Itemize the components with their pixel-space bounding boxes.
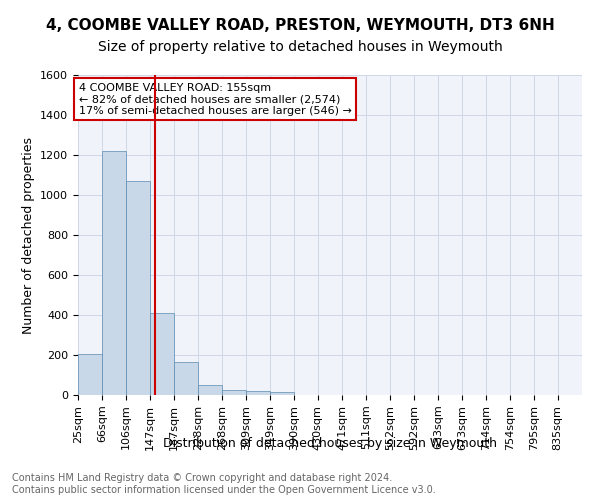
Bar <box>102 151 126 395</box>
Bar <box>246 392 270 395</box>
Text: Distribution of detached houses by size in Weymouth: Distribution of detached houses by size … <box>163 438 497 450</box>
Text: Contains HM Land Registry data © Crown copyright and database right 2024.
Contai: Contains HM Land Registry data © Crown c… <box>12 474 436 495</box>
Bar <box>222 390 246 395</box>
Bar <box>270 392 294 395</box>
Bar <box>150 313 174 395</box>
Bar <box>198 384 222 395</box>
Bar <box>174 362 198 395</box>
Text: 4 COOMBE VALLEY ROAD: 155sqm
← 82% of detached houses are smaller (2,574)
17% of: 4 COOMBE VALLEY ROAD: 155sqm ← 82% of de… <box>79 83 352 116</box>
Text: Size of property relative to detached houses in Weymouth: Size of property relative to detached ho… <box>98 40 502 54</box>
Text: 4, COOMBE VALLEY ROAD, PRESTON, WEYMOUTH, DT3 6NH: 4, COOMBE VALLEY ROAD, PRESTON, WEYMOUTH… <box>46 18 554 32</box>
Y-axis label: Number of detached properties: Number of detached properties <box>22 136 35 334</box>
Bar <box>78 354 102 395</box>
Bar <box>126 181 150 395</box>
